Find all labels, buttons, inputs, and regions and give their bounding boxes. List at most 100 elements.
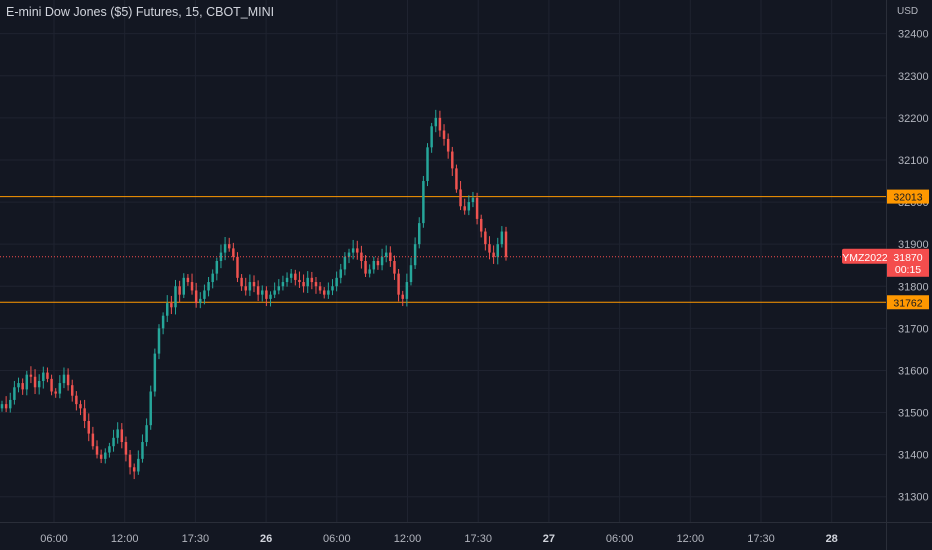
- candle-body: [360, 252, 363, 261]
- level-price-label: 32013: [893, 192, 922, 204]
- currency-label: USD: [897, 6, 919, 17]
- candle-body: [285, 277, 289, 283]
- candle-body: [33, 376, 37, 388]
- candle-body: [21, 383, 24, 390]
- candle-body: [314, 282, 318, 287]
- candle-body: [182, 277, 186, 295]
- y-tick-label: 31400: [898, 450, 929, 462]
- candle-body: [161, 315, 165, 329]
- candle-body: [174, 286, 177, 308]
- candle-body: [199, 298, 202, 304]
- candle-body: [256, 286, 260, 295]
- candle-body: [236, 256, 239, 278]
- candle-body: [4, 404, 8, 409]
- candle-body: [186, 277, 190, 283]
- x-tick-label: 17:30: [747, 533, 775, 545]
- chart-title: E-mini Dow Jones ($5) Futures, 15, CBOT_…: [6, 5, 275, 19]
- y-tick-label: 31700: [898, 323, 929, 335]
- candle-body: [372, 261, 376, 270]
- y-tick-label: 32400: [898, 29, 929, 41]
- y-tick-label: 31800: [898, 281, 929, 293]
- symbol-tag-label: YMZ2022: [842, 252, 888, 264]
- candle-body: [488, 244, 491, 253]
- candle-body: [70, 385, 74, 396]
- candle-body: [145, 425, 148, 443]
- candle-body: [479, 218, 483, 232]
- candle-body: [223, 244, 227, 253]
- candle-body: [116, 429, 119, 438]
- candle-body: [219, 252, 223, 261]
- candle-body: [368, 269, 371, 274]
- candle-body: [112, 437, 115, 447]
- candle-body: [66, 374, 70, 386]
- candle-body: [339, 269, 342, 278]
- candle-body: [265, 290, 268, 299]
- candle-body: [504, 231, 508, 257]
- last-price-tag: [887, 248, 929, 277]
- x-tick-label: 06:00: [606, 533, 634, 545]
- x-tick-label: 26: [260, 533, 272, 545]
- candle-body: [120, 429, 124, 443]
- candle-body: [87, 420, 90, 434]
- candle-body: [62, 374, 66, 384]
- candle-body: [215, 261, 219, 274]
- candle-body: [91, 433, 95, 447]
- candle-body: [244, 286, 247, 291]
- x-tick-label: 06:00: [40, 533, 68, 545]
- candle-body: [248, 282, 252, 291]
- last-price-label: 31870: [893, 252, 922, 264]
- candle-body: [500, 231, 504, 245]
- candle-body: [207, 282, 210, 291]
- candle-body: [451, 151, 454, 169]
- candle-body: [0, 404, 4, 409]
- candle-body: [335, 277, 338, 287]
- y-tick-label: 32200: [898, 113, 929, 125]
- candle-body: [46, 372, 49, 379]
- candle-body: [95, 446, 99, 455]
- candle-body: [347, 252, 351, 257]
- candle-body: [322, 290, 326, 295]
- candle-body: [194, 290, 198, 304]
- candle-body: [240, 277, 243, 287]
- x-tick-label: 27: [543, 533, 555, 545]
- candle-body: [327, 290, 330, 295]
- candle-body: [137, 458, 140, 472]
- candle-body: [124, 442, 128, 455]
- candle-body: [149, 391, 152, 426]
- candle-body: [54, 391, 57, 394]
- candle-body: [153, 353, 157, 392]
- candle-body: [438, 117, 442, 131]
- candle-body: [25, 374, 29, 390]
- candle-body: [310, 277, 314, 283]
- candle-body: [128, 454, 132, 468]
- candle-body: [442, 130, 446, 139]
- candle-body: [351, 248, 355, 253]
- y-tick-label: 32300: [898, 71, 929, 83]
- candle-body: [166, 303, 169, 316]
- candle-body: [302, 282, 305, 287]
- y-tick-label: 31500: [898, 408, 929, 420]
- candle-body: [384, 252, 388, 257]
- candle-body: [83, 408, 86, 421]
- candle-body: [211, 273, 214, 283]
- x-tick-label: 12:00: [111, 533, 139, 545]
- candle-body: [393, 261, 396, 274]
- countdown-label: 00:15: [895, 264, 921, 276]
- candle-body: [178, 286, 181, 295]
- symbol-tag: [842, 248, 888, 264]
- candle-body: [409, 265, 413, 283]
- candle-body: [380, 256, 384, 266]
- x-tick-label: 12:00: [677, 533, 705, 545]
- candle-body: [331, 286, 334, 291]
- candle-body: [289, 273, 293, 278]
- candle-body: [99, 454, 103, 459]
- y-tick-label: 31600: [898, 365, 929, 377]
- candle-body: [496, 244, 499, 257]
- candle-body: [58, 383, 62, 394]
- candle-body: [75, 395, 78, 405]
- candle-body: [227, 244, 231, 249]
- candle-body: [141, 442, 144, 459]
- candle-body: [232, 248, 235, 257]
- candle-body: [343, 256, 347, 270]
